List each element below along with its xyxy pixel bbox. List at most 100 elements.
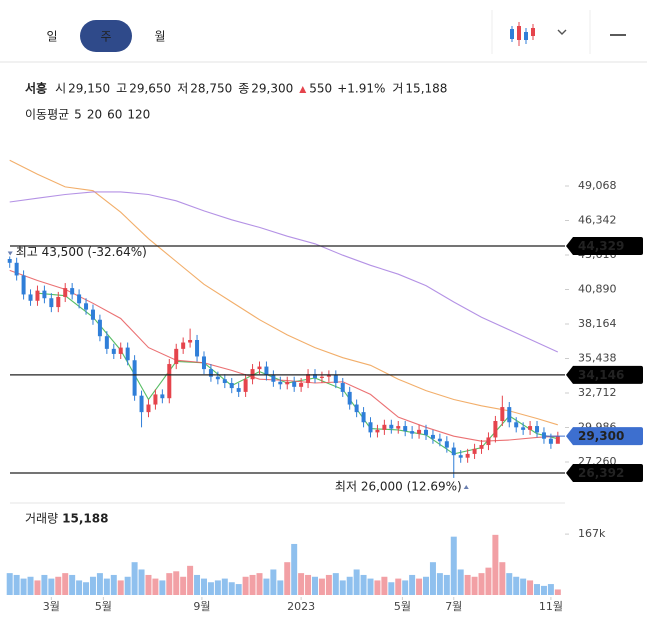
candle-body bbox=[403, 426, 408, 432]
volume-bar bbox=[443, 574, 450, 595]
quote-label: 고 bbox=[116, 82, 127, 96]
candle-body bbox=[42, 290, 47, 299]
volume-bar bbox=[200, 578, 207, 595]
candle-body bbox=[139, 395, 144, 413]
candle-body bbox=[528, 426, 533, 430]
volume-bar bbox=[159, 580, 166, 595]
marker bbox=[463, 484, 469, 489]
chart-type-icon[interactable] bbox=[510, 22, 535, 46]
candle-body bbox=[417, 429, 422, 434]
volume-bar bbox=[471, 576, 478, 595]
candle-body bbox=[465, 453, 470, 458]
candle-body bbox=[195, 339, 200, 357]
volume-bar bbox=[277, 580, 284, 595]
candle-body bbox=[14, 262, 19, 276]
volume-bar bbox=[110, 574, 117, 595]
x-tick-label: 7월 bbox=[445, 600, 462, 613]
candle-body bbox=[292, 381, 297, 387]
volume-bar bbox=[13, 574, 20, 595]
candle-body bbox=[347, 391, 352, 405]
candle-body bbox=[451, 447, 456, 456]
candle-body bbox=[153, 394, 158, 405]
volume-last: 15,188 bbox=[62, 512, 108, 526]
candle-body bbox=[382, 424, 387, 430]
candle-body bbox=[56, 296, 61, 308]
x-tick-label: 5월 bbox=[394, 600, 411, 613]
candle-body bbox=[541, 432, 546, 439]
candle-body bbox=[21, 275, 26, 295]
candle-body bbox=[299, 383, 304, 387]
volume-bar bbox=[423, 576, 430, 595]
y-tick-label: 38,164 bbox=[578, 317, 617, 330]
ma-line bbox=[9, 191, 559, 353]
candle-body bbox=[430, 434, 435, 439]
candle-body bbox=[28, 294, 33, 301]
candle-body bbox=[70, 288, 75, 295]
quote-value: 28,750 bbox=[190, 82, 232, 96]
volume-bar bbox=[41, 574, 48, 595]
price-label-box bbox=[566, 236, 643, 255]
legend-entry: 5 bbox=[74, 108, 82, 122]
candle-body bbox=[375, 429, 380, 433]
low-annotation: 최저 26,000 (12.69%) bbox=[335, 479, 462, 493]
candle-body bbox=[167, 364, 172, 399]
volume-bar bbox=[395, 578, 402, 595]
volume-bar bbox=[145, 574, 152, 595]
volume-bar bbox=[263, 578, 270, 595]
quote-change-pct: +1.91% bbox=[337, 82, 385, 96]
quote-value: 29,150 bbox=[68, 82, 110, 96]
quote-volume: 15,188 bbox=[405, 82, 447, 96]
volume-bar bbox=[388, 582, 395, 595]
candle-body bbox=[208, 369, 213, 377]
volume-bar bbox=[103, 578, 110, 595]
quote-label: 시 bbox=[55, 82, 66, 96]
quote-value: 29,300 bbox=[251, 82, 293, 96]
candle-body bbox=[493, 420, 498, 438]
candle-body bbox=[514, 422, 519, 428]
candle-body bbox=[361, 412, 366, 423]
y-tick-label: 49,068 bbox=[578, 179, 617, 192]
candle-body bbox=[229, 383, 234, 389]
quote-row: 서흥 시 29,150 고 29,650 저 28,750 종 29,300 550 +1.91% 거… bbox=[25, 81, 447, 96]
candle-body bbox=[368, 422, 373, 433]
volume-bar bbox=[499, 562, 506, 595]
volume-bar bbox=[402, 580, 409, 595]
tab[interactable]: 월 bbox=[154, 30, 165, 44]
volume-bar bbox=[89, 576, 96, 595]
dropdown-chevron[interactable] bbox=[557, 29, 567, 35]
up-arrow bbox=[299, 86, 307, 93]
candle-body bbox=[548, 438, 553, 444]
candle-body bbox=[458, 455, 463, 458]
candle-body bbox=[507, 407, 512, 423]
legend-entry: 20 bbox=[87, 108, 102, 122]
candle-body bbox=[306, 374, 311, 384]
candle-body bbox=[257, 366, 262, 370]
volume-bar bbox=[416, 578, 423, 595]
tab[interactable]: 주 bbox=[100, 30, 111, 44]
tab[interactable]: 일 bbox=[46, 30, 57, 44]
volume-bar bbox=[124, 576, 131, 595]
volume-bar bbox=[464, 574, 471, 595]
candle-body bbox=[285, 381, 290, 385]
x-tick-label: 11월 bbox=[539, 600, 563, 613]
candle-body bbox=[333, 375, 338, 384]
volume-bar bbox=[291, 543, 298, 595]
candle-body bbox=[104, 336, 109, 349]
y-tick-label: 46,342 bbox=[578, 213, 617, 226]
volume-bar bbox=[298, 573, 305, 595]
quote-label: 거 bbox=[392, 82, 403, 96]
candle-body bbox=[264, 366, 269, 376]
volume-bar bbox=[228, 582, 235, 595]
candle-body bbox=[278, 381, 283, 385]
volume-bar bbox=[249, 574, 256, 595]
volume-bar bbox=[429, 562, 436, 595]
candle-body bbox=[35, 290, 40, 301]
candle-body bbox=[319, 376, 324, 378]
candle-body bbox=[535, 426, 540, 433]
volume-bar bbox=[554, 589, 561, 595]
volume-bar bbox=[506, 573, 513, 595]
candle-body bbox=[111, 348, 116, 354]
volume-bar bbox=[540, 585, 547, 595]
